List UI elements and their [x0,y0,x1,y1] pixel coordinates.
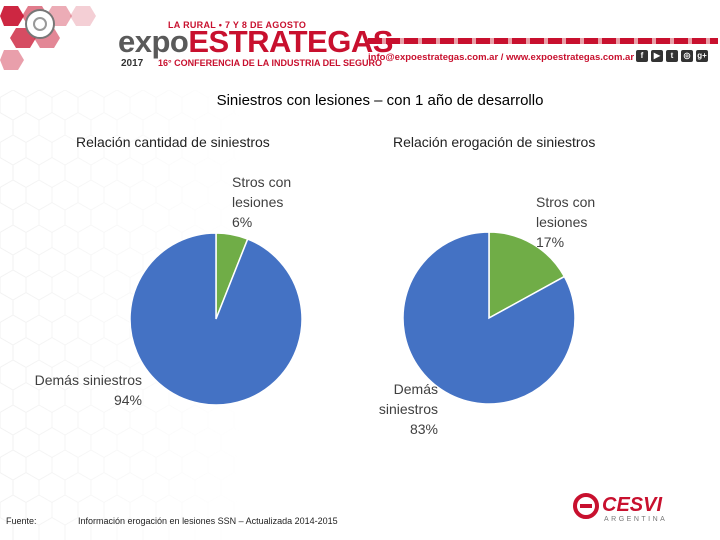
cesvi-logo-text: CESVI [602,494,662,516]
facebook-icon[interactable]: f [636,50,648,62]
event-year: 2017 [121,58,144,69]
conference-name: 16° CONFERENCIA DE LA INDUSTRIA DEL SEGU… [158,58,382,68]
cesvi-logo: CESVI ARGENTINA [573,493,667,523]
label-line: Demás [393,381,438,397]
slide-title: Siniestros con lesiones – con 1 año de d… [216,92,544,109]
label-value: 17% [536,234,565,250]
label-value: 83% [409,421,438,437]
googleplus-icon[interactable]: g+ [696,50,708,62]
event-tagline: LA RURAL • 7 Y 8 DE AGOSTO [168,20,307,30]
chart-title-right: Relación erogación de siniestros [393,134,596,150]
label-line: Stros con [536,194,596,210]
social-icons: f ▶ t ◎ g+ [636,50,708,62]
hexagon-logo-icon [0,6,96,70]
label-line: Stros con [232,174,292,190]
footer-source: Información erogación en lesiones SSN – … [78,516,338,526]
label-line: siniestros [378,401,438,417]
instagram-icon[interactable]: ◎ [681,50,693,62]
pie-slice-right-demas [402,231,576,405]
label-line: lesiones [536,214,588,230]
right-label-demas: Demás siniestros 83% [366,379,438,439]
footer-label: Fuente: [6,516,37,526]
event-header: LA RURAL • 7 Y 8 DE AGOSTO expoESTRATEGA… [0,0,720,90]
brand-expo: expo [118,24,189,59]
cesvi-logo-subtext: ARGENTINA [604,516,667,523]
header-divider [368,38,718,44]
youtube-icon[interactable]: ▶ [651,50,663,62]
pie-slice-right-lesiones [488,231,566,320]
label-value: 6% [232,214,253,230]
label-value: 94% [113,392,142,408]
label-line: lesiones [232,194,284,210]
event-brand: expoESTRATEGAS [118,26,393,57]
left-label-demas: Demás siniestros 94% [24,370,142,410]
left-label-lesiones: Stros con lesiones 6% [232,172,291,232]
label-line: Demás siniestros [34,372,142,388]
pie-slice-left-demas [129,232,303,406]
chart-title-left: Relación cantidad de siniestros [76,134,270,150]
twitter-icon[interactable]: t [666,50,678,62]
right-label-lesiones: Stros con lesiones 17% [536,192,595,252]
contact-line: info@expoestrategas.com.ar / www.expoest… [368,52,635,63]
brand-estrategas: ESTRATEGAS [188,24,393,59]
